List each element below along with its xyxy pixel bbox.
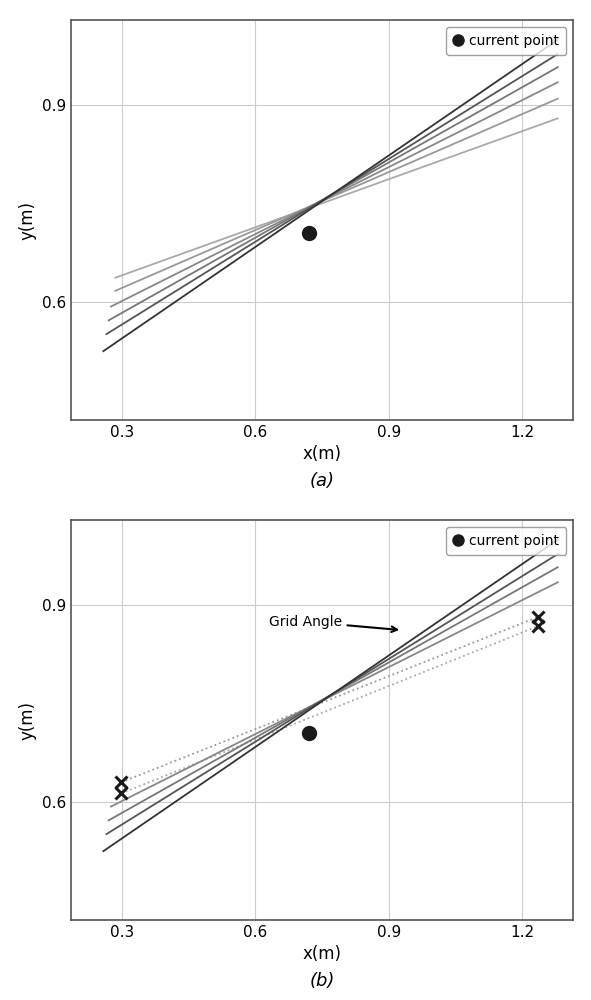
X-axis label: x(m): x(m) xyxy=(303,445,342,463)
Legend: current point: current point xyxy=(446,27,566,55)
Legend: current point: current point xyxy=(446,527,566,555)
Text: (a): (a) xyxy=(310,472,335,490)
Text: Grid Angle: Grid Angle xyxy=(269,615,397,632)
Text: (b): (b) xyxy=(310,972,335,990)
X-axis label: x(m): x(m) xyxy=(303,945,342,963)
Y-axis label: y(m): y(m) xyxy=(18,200,36,239)
Y-axis label: y(m): y(m) xyxy=(18,700,36,740)
